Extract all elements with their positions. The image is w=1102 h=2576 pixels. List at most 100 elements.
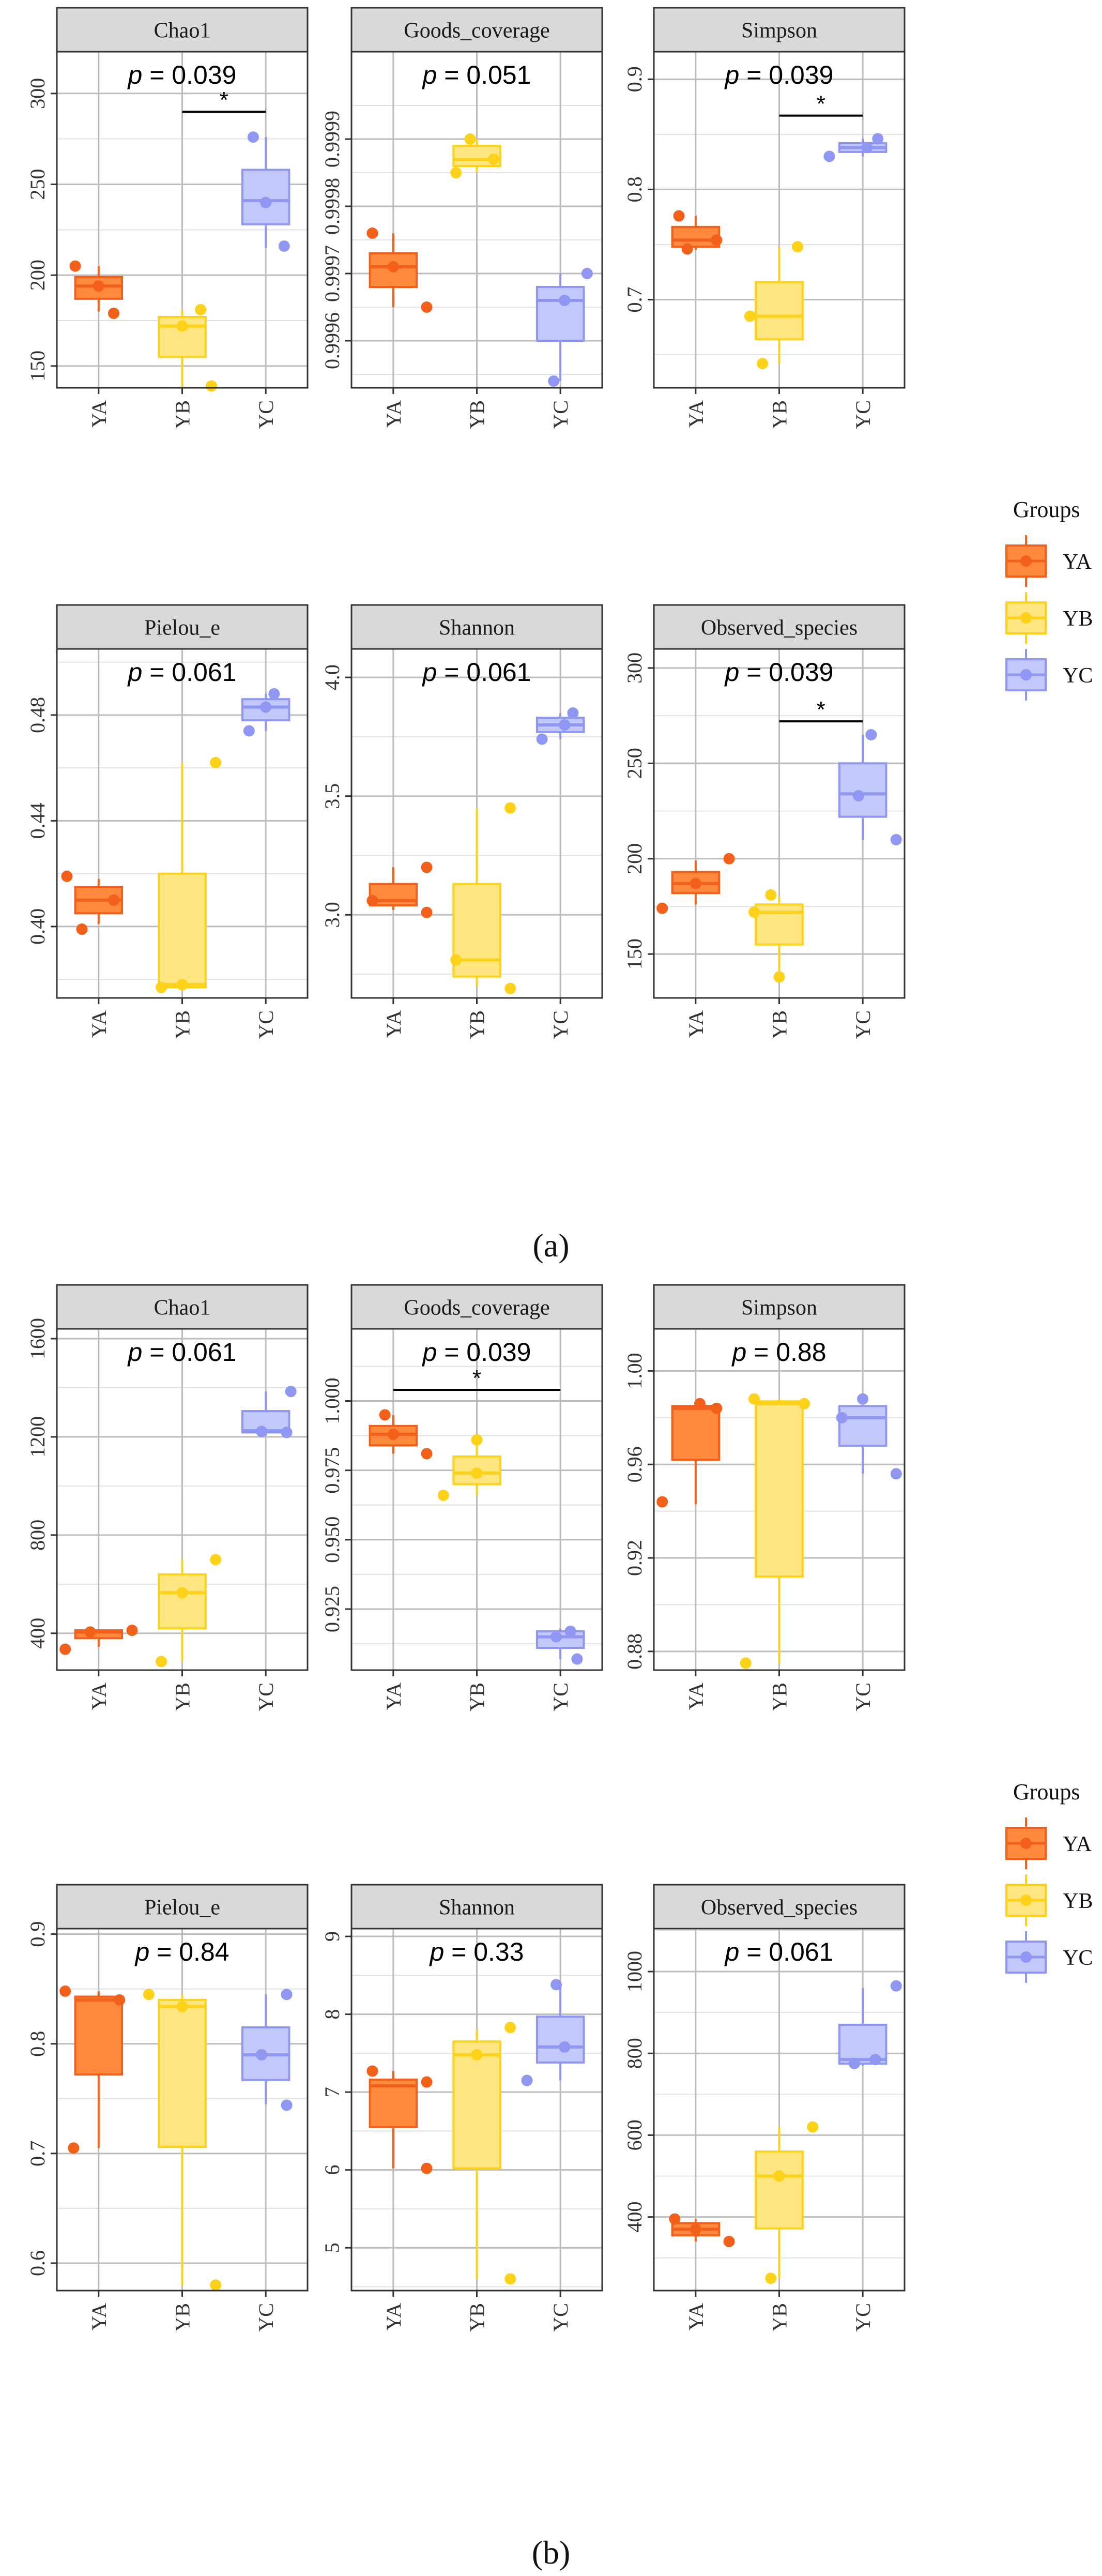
data-point [69,260,81,272]
data-point [471,1467,483,1479]
strip-header [653,7,906,53]
y-tick-label: 0.9999 [320,111,344,168]
facet-a-simpson: * p = 0.039 Simpson 0.7 0.8 0.9 YA YB YC [623,7,906,429]
x-tick-label: YB [171,1010,194,1039]
data-point [857,1393,869,1405]
data-point [68,2142,80,2154]
data-point [256,2049,268,2060]
x-tick-label: YC [851,2303,875,2332]
x-tick-label: YA [382,2303,405,2330]
p-value-label: p = 0.039 [422,1338,531,1367]
legend-point [1020,1838,1032,1849]
data-point [114,1994,126,2006]
strip-header [350,604,603,650]
x-tick-label: YB [768,400,791,429]
p-value-label: p = 0.88 [731,1338,826,1367]
x-tick-label: YA [684,1010,708,1038]
legend-point [1020,555,1032,567]
y-tick-label: 0.9997 [320,245,344,302]
x-tick-label: YC [549,2303,572,2332]
y-tick-label: 9 [320,1931,344,1942]
x-tick-label: YC [254,1010,278,1039]
box-YC [241,169,290,225]
data-point [464,133,476,145]
x-tick-label: YA [87,2303,111,2330]
box-YC [838,1405,887,1447]
x-tick-label: YC [549,1010,572,1039]
x-tick-label: YC [254,2303,278,2332]
x-tick-label: YC [549,1683,572,1711]
data-point [126,1625,138,1636]
strip-header [653,1284,906,1330]
y-tick-label: 0.950 [320,1517,344,1563]
data-point [504,802,516,814]
y-tick-label: 200 [26,260,49,291]
legend-item-yb: YB [1005,592,1093,644]
x-tick-label: YB [768,2303,791,2332]
data-point [564,1625,576,1637]
data-point [379,1409,391,1421]
data-point [471,1434,483,1446]
data-point [559,719,571,731]
facet-title: Pielou_e [144,616,220,640]
y-tick-label: 8 [320,2009,344,2020]
x-tick-label: YA [684,1683,708,1710]
box-YB [755,903,804,946]
y-tick-label: 400 [623,2202,646,2233]
data-point [504,2022,516,2034]
y-tick-label: 0.9 [623,66,646,92]
data-point [281,2099,293,2111]
data-point [536,733,548,745]
data-point [773,971,785,983]
facet-a-shannon: p = 0.061 Shannon 3.0 3.5 4.0 YA YB YC [320,604,603,1039]
y-tick-label: 150 [26,351,49,382]
data-point [656,902,668,914]
data-point [773,2170,785,2182]
data-point [550,1631,562,1643]
y-tick-label: 0.92 [623,1540,646,1576]
x-tick-label: YB [466,2303,489,2332]
facet-title: Chao1 [154,19,211,43]
x-tick-label: YA [87,400,111,428]
significance-star: * [220,87,228,113]
data-point [823,150,835,162]
y-tick-label: 0.7 [26,2141,49,2166]
box-YA [369,2079,418,2128]
p-value-label: p = 0.84 [134,1937,229,1966]
y-tick-label: 300 [623,653,646,684]
legend-point [1020,1895,1032,1906]
y-tick-label: 250 [623,748,646,779]
box-YC [535,286,585,342]
data-point [853,790,865,802]
y-tick-label: 0.975 [320,1447,344,1494]
box-YC [838,762,887,818]
data-point [143,1989,155,2001]
panel-label-a: (a) [532,1227,569,1264]
data-point [108,307,119,319]
data-point [76,923,88,935]
x-tick-label: YB [768,1010,791,1039]
data-point [108,894,119,906]
data-point [61,870,73,882]
x-tick-label: YB [171,400,194,429]
legend-panel-a: Groups YA YB YC [1005,497,1093,701]
data-point [176,1587,188,1599]
data-point [176,979,188,991]
x-tick-label: YA [87,1010,111,1038]
p-value-label: p = 0.33 [428,1937,524,1966]
data-point [268,688,280,700]
data-point [504,982,516,994]
legend-label: YA [1063,550,1092,574]
data-point [156,1656,167,1668]
significance-star: * [817,92,825,117]
facet-title: Simpson [741,19,817,43]
x-tick-label: YB [171,2303,194,2332]
y-tick-label: 800 [623,2038,646,2069]
y-tick-label: 0.48 [26,697,49,733]
data-point [673,210,685,222]
x-tick-label: YA [684,2303,708,2330]
facet-title: Observed_species [701,1896,858,1920]
data-point [694,1398,706,1410]
data-point [421,861,433,873]
data-point [690,2223,701,2235]
